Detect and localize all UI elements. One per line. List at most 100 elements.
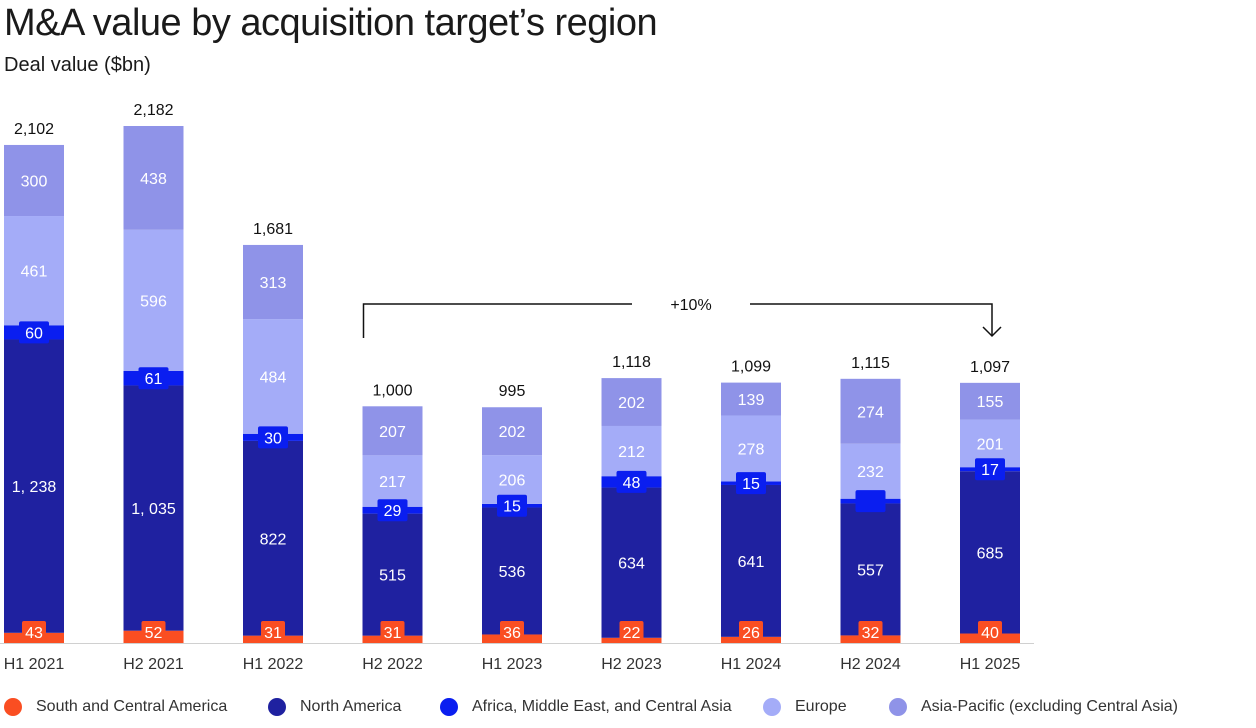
data-label: 685 [977, 545, 1004, 562]
bar-segment-europe [243, 319, 303, 434]
stacked-bar-chart: 43 1, 238 60 461 300 2,102 H1 2021 52 1, 035 61 59… [0, 102, 1034, 673]
legend-swatch [763, 698, 781, 716]
data-label: 461 [21, 264, 48, 281]
data-label: 202 [618, 395, 645, 412]
legend-swatch [440, 698, 458, 716]
x-tick-label: H2 2022 [362, 656, 423, 673]
data-label: 60 [25, 325, 43, 342]
data-label: 634 [618, 556, 645, 573]
data-label: 596 [140, 293, 167, 310]
data-label: 1, 238 [12, 479, 57, 496]
data-label: 822 [260, 531, 287, 548]
legend-item: Europe [763, 698, 847, 716]
legend-label: South and Central America [36, 698, 228, 715]
data-label: 641 [738, 554, 765, 571]
x-tick-label: H1 2023 [482, 656, 543, 673]
data-label: 15 [503, 499, 521, 516]
chart-subtitle: Deal value ($bn) [4, 54, 151, 76]
bar-segment-north_america [4, 339, 64, 633]
data-label: 43 [25, 625, 43, 642]
data-label: 278 [738, 441, 765, 458]
data-label-box [138, 367, 169, 390]
data-label: 155 [977, 394, 1004, 411]
bar-segment-asia_pacific [123, 126, 184, 230]
annotation-label: +10% [670, 297, 711, 314]
bar-segment-europe [721, 415, 781, 482]
data-label: 212 [618, 444, 645, 461]
bar-segment-north_america [243, 440, 303, 636]
legend-label: Asia-Pacific (excluding Central Asia) [921, 698, 1178, 715]
data-label-box [377, 499, 408, 522]
bar-segment-north_america [482, 507, 542, 635]
bar-segment-europe [123, 229, 184, 371]
data-label: 61 [145, 371, 163, 388]
total-label: 1,097 [970, 359, 1010, 376]
x-tick-label: H2 2023 [601, 656, 662, 673]
bar-segment-north_america [840, 503, 901, 636]
data-label-box [141, 621, 166, 643]
data-label: 139 [738, 392, 765, 409]
bar-segment-asia_pacific [482, 407, 542, 456]
data-label: 557 [857, 562, 884, 579]
data-label: 201 [977, 436, 1004, 453]
data-label-box [500, 621, 524, 643]
data-label: 22 [623, 625, 641, 642]
data-label: 274 [857, 404, 884, 421]
chart-title: M&A value by acquisition target’s region [4, 2, 658, 44]
x-tick-label: H1 2025 [960, 656, 1021, 673]
bar-segment-europe [4, 216, 64, 326]
total-label: 995 [499, 383, 526, 400]
data-label: 300 [21, 173, 48, 190]
data-label: 207 [379, 424, 406, 441]
data-label: 31 [384, 625, 402, 642]
data-label: 52 [145, 625, 163, 642]
annotation-arrowhead [982, 326, 1002, 338]
bar-segment-asia_pacific [4, 144, 64, 217]
data-label-box [380, 621, 405, 643]
data-label-box [975, 458, 1005, 481]
data-label: 31 [264, 625, 282, 642]
data-label-box [616, 470, 647, 493]
data-label-box [855, 490, 886, 513]
bar-segment-north_america [362, 513, 423, 636]
legend-item: North America [268, 698, 401, 716]
bar-segment-asia_pacific [960, 382, 1020, 420]
data-label: 40 [981, 625, 999, 642]
total-label: 1,000 [372, 382, 412, 399]
legend-item: South and Central America [4, 698, 227, 716]
bar-segment-asia_pacific [362, 406, 423, 456]
bar-segment-north_america [601, 487, 662, 638]
legend-label: North America [300, 698, 402, 715]
data-label: 48 [623, 475, 641, 492]
data-label: 17 [981, 462, 999, 479]
data-label-box [978, 621, 1002, 643]
legend-swatch [4, 698, 22, 716]
data-label-box [19, 321, 49, 344]
data-label: 202 [499, 424, 526, 441]
x-tick-label: H2 2024 [840, 656, 901, 673]
data-label: 232 [857, 464, 884, 481]
annotation-bracket [750, 303, 993, 336]
data-label-box [736, 472, 766, 495]
data-label-box [739, 621, 763, 643]
data-label: 32 [862, 625, 880, 642]
bar-segment-north_america [123, 385, 184, 631]
bar-segment-asia_pacific [243, 244, 303, 320]
data-label-box [858, 621, 883, 643]
data-label: 36 [503, 625, 521, 642]
total-label: 1,118 [612, 354, 651, 371]
data-label: 15 [742, 476, 760, 493]
bar-segment-europe [362, 455, 423, 507]
total-label: 2,182 [133, 102, 173, 119]
x-tick-label: H1 2021 [4, 656, 65, 673]
bar-segment-asia_pacific [721, 382, 781, 416]
data-label: 217 [379, 474, 406, 491]
total-label: 1,099 [731, 359, 771, 376]
x-tick-label: H2 2021 [123, 656, 184, 673]
bar-segment-asia_pacific [601, 378, 662, 426]
data-label: 30 [264, 430, 282, 447]
data-label: 438 [140, 171, 167, 188]
data-label: 515 [379, 568, 406, 585]
data-label-box [619, 621, 644, 643]
x-tick-label: H1 2022 [243, 656, 304, 673]
